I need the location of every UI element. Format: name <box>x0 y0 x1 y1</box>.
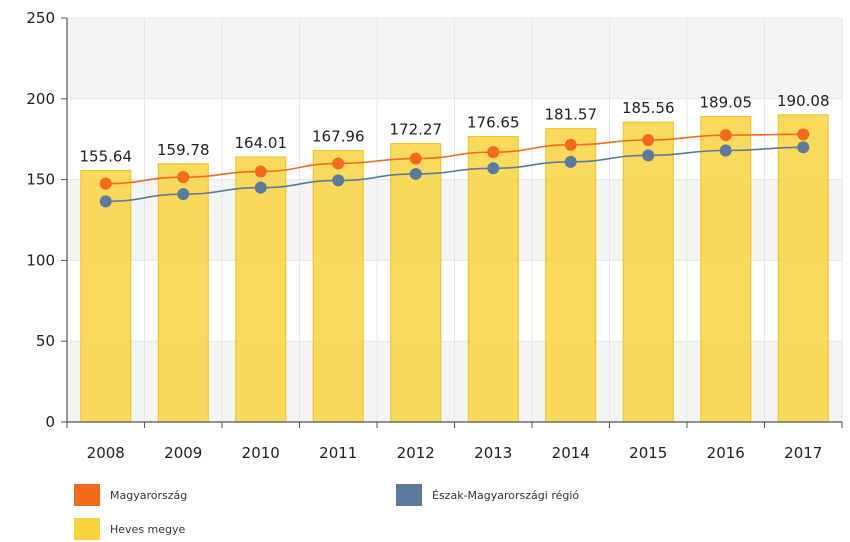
data-label-2014: 181.57 <box>545 106 598 124</box>
point-series-0-2017[interactable] <box>797 128 810 141</box>
x-tick-label-2008: 2008 <box>87 444 125 462</box>
bar-2012[interactable] <box>390 143 442 423</box>
data-label-2013: 176.65 <box>467 114 520 132</box>
x-tick-label-2014: 2014 <box>552 444 590 462</box>
bar-2010[interactable] <box>235 156 287 423</box>
point-series-0-2011[interactable] <box>332 157 345 170</box>
y-tick-label-50: 50 <box>36 332 55 350</box>
y-tick-label-200: 200 <box>26 90 55 108</box>
x-tick-label-2009: 2009 <box>164 444 202 462</box>
point-series-1-2012[interactable] <box>409 167 422 180</box>
x-tick-label-2010: 2010 <box>242 444 280 462</box>
data-label-2015: 185.56 <box>622 99 675 117</box>
bar-2009[interactable] <box>157 163 209 423</box>
point-series-1-2008[interactable] <box>99 195 112 208</box>
point-series-1-2016[interactable] <box>719 144 732 157</box>
data-label-2010: 164.01 <box>235 134 288 152</box>
bar-2008[interactable] <box>80 169 132 423</box>
x-tick-label-2013: 2013 <box>474 444 512 462</box>
line-series-0 <box>105 133 804 185</box>
data-label-2016: 189.05 <box>700 93 753 111</box>
y-tick-label-0: 0 <box>45 413 55 431</box>
point-series-0-2015[interactable] <box>642 134 655 147</box>
point-series-1-2013[interactable] <box>487 162 500 175</box>
data-labels: 155.64 159.78 164.01 167.96 172.27 176.65 181.… <box>80 92 830 166</box>
line-series-1 <box>105 146 804 203</box>
bar-2017[interactable] <box>777 114 829 423</box>
point-series-0-2016[interactable] <box>719 129 732 142</box>
data-label-2017: 190.08 <box>777 92 830 110</box>
point-series-1-2010[interactable] <box>254 181 267 194</box>
bar-2016[interactable] <box>700 115 752 423</box>
x-tick-label-2017: 2017 <box>784 444 822 462</box>
points <box>99 128 810 208</box>
bar-2015[interactable] <box>622 121 674 423</box>
lines <box>105 133 804 203</box>
bar-2013[interactable] <box>467 136 519 423</box>
point-series-0-2013[interactable] <box>487 146 500 159</box>
bar-2011[interactable] <box>312 150 364 423</box>
point-series-0-2012[interactable] <box>409 152 422 165</box>
point-series-1-2011[interactable] <box>332 174 345 187</box>
point-series-0-2008[interactable] <box>99 177 112 190</box>
x-tick-label-2011: 2011 <box>319 444 357 462</box>
data-label-2011: 167.96 <box>312 128 365 146</box>
x-tick-label-2012: 2012 <box>397 444 435 462</box>
data-label-2012: 172.27 <box>390 121 443 139</box>
bar-2014[interactable] <box>545 128 597 423</box>
point-series-1-2017[interactable] <box>797 141 810 154</box>
point-series-0-2009[interactable] <box>177 171 190 184</box>
y-tick-label-100: 100 <box>26 251 55 269</box>
axes: 0 50 100 150 200 250 2008 2009 2010 2011 2012 2013 2… <box>26 9 843 462</box>
data-label-2009: 159.78 <box>157 141 210 159</box>
bars <box>80 114 829 423</box>
x-tick-label-2015: 2015 <box>629 444 667 462</box>
y-tick-label-250: 250 <box>26 9 55 27</box>
y-tick-label-150: 150 <box>26 171 55 189</box>
x-tick-label-2016: 2016 <box>707 444 745 462</box>
point-series-0-2010[interactable] <box>254 165 267 178</box>
point-series-1-2009[interactable] <box>177 188 190 201</box>
point-series-0-2014[interactable] <box>564 138 577 151</box>
point-series-1-2015[interactable] <box>642 149 655 162</box>
point-series-1-2014[interactable] <box>564 155 577 168</box>
data-label-2008: 155.64 <box>80 147 133 165</box>
